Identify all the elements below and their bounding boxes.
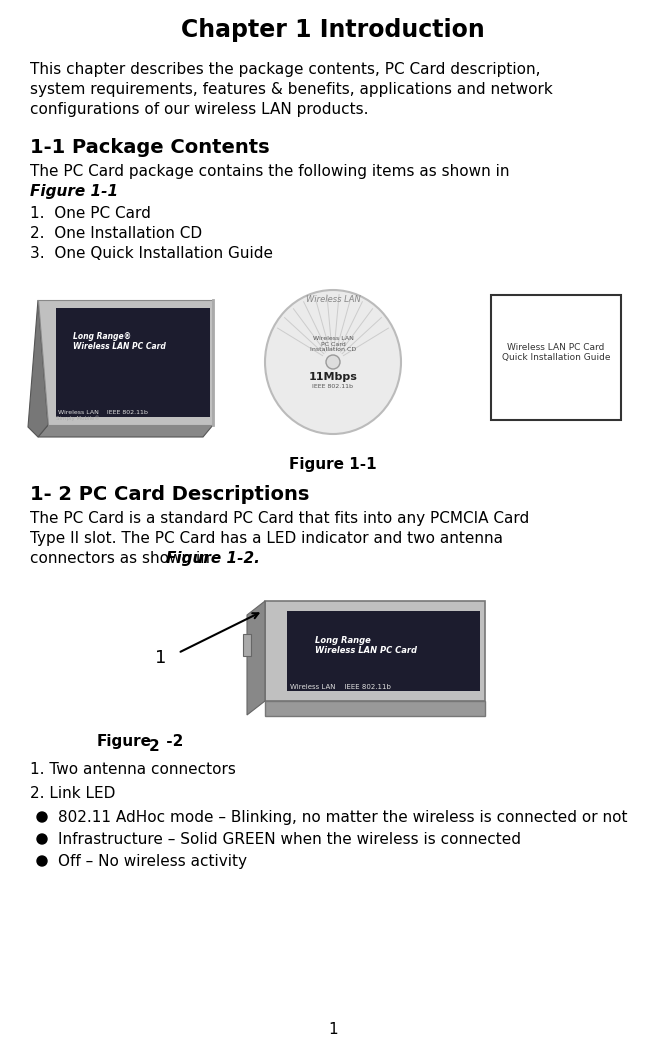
Text: Off – No wireless activity: Off – No wireless activity (58, 854, 247, 869)
Polygon shape (38, 425, 213, 437)
Polygon shape (265, 601, 485, 701)
Text: 2: 2 (149, 739, 160, 754)
Text: 802.11 AdHoc mode – Blinking, no matter the wireless is connected or not: 802.11 AdHoc mode – Blinking, no matter … (58, 810, 627, 825)
Polygon shape (287, 611, 480, 691)
Text: 1. Two antenna connectors: 1. Two antenna connectors (30, 762, 236, 777)
Text: Infrastructure – Solid GREEN when the wireless is connected: Infrastructure – Solid GREEN when the wi… (58, 832, 521, 847)
Ellipse shape (326, 355, 340, 369)
Text: 1: 1 (328, 1022, 338, 1037)
Text: -2: -2 (161, 734, 183, 749)
Polygon shape (265, 701, 485, 716)
Text: 1-1 Package Contents: 1-1 Package Contents (30, 138, 270, 157)
Text: 2. Link LED: 2. Link LED (30, 786, 115, 801)
Text: Figure 1-1: Figure 1-1 (289, 457, 377, 472)
Text: Wireless LAN    IEEE 802.11b: Wireless LAN IEEE 802.11b (290, 684, 391, 690)
Ellipse shape (265, 290, 401, 434)
Bar (491, 295, 621, 420)
Text: Figure: Figure (97, 734, 152, 749)
Text: 11Mbps: 11Mbps (308, 372, 358, 382)
Text: 1.  One PC Card: 1. One PC Card (30, 206, 151, 221)
Text: configurations of our wireless LAN products.: configurations of our wireless LAN produ… (30, 102, 368, 117)
Text: Chapter 1 Introduction: Chapter 1 Introduction (181, 18, 485, 42)
Text: system requirements, features & benefits, applications and network: system requirements, features & benefits… (30, 82, 553, 97)
Text: Long Range
Wireless LAN PC Card: Long Range Wireless LAN PC Card (315, 636, 417, 656)
Polygon shape (247, 601, 265, 715)
Polygon shape (38, 300, 213, 425)
Polygon shape (28, 300, 48, 437)
Bar (243, 634, 251, 656)
Text: The PC Card package contains the following items as shown in: The PC Card package contains the followi… (30, 164, 509, 179)
Text: Wireless LAN
PC Card
Installation CD: Wireless LAN PC Card Installation CD (310, 336, 356, 352)
Text: The PC Card is a standard PC Card that fits into any PCMCIA Card: The PC Card is a standard PC Card that f… (30, 511, 529, 526)
Text: Type II slot. The PC Card has a LED indicator and two antenna: Type II slot. The PC Card has a LED indi… (30, 531, 503, 546)
Text: This chapter describes the package contents, PC Card description,: This chapter describes the package conte… (30, 62, 541, 77)
Text: 2.  One Installation CD: 2. One Installation CD (30, 226, 202, 241)
Text: Wireless LAN PC Card
Quick Installation Guide: Wireless LAN PC Card Quick Installation … (501, 342, 610, 362)
Text: Long Range®
Wireless LAN PC Card: Long Range® Wireless LAN PC Card (73, 332, 166, 352)
Text: Figure 1-2.: Figure 1-2. (166, 551, 260, 566)
Text: 3.  One Quick Installation Guide: 3. One Quick Installation Guide (30, 246, 273, 261)
Circle shape (37, 834, 47, 844)
Polygon shape (56, 308, 210, 417)
Circle shape (37, 856, 47, 867)
Text: 1- 2 PC Card Descriptions: 1- 2 PC Card Descriptions (30, 485, 310, 504)
Text: Figure 1-1: Figure 1-1 (30, 184, 118, 199)
Text: IEEE 802.11b: IEEE 802.11b (312, 384, 354, 389)
Text: 1: 1 (155, 649, 166, 667)
Text: Wireless LAN: Wireless LAN (306, 295, 360, 304)
Text: connectors as shown in: connectors as shown in (30, 551, 214, 566)
Text: Simply Mobile®: Simply Mobile® (56, 416, 100, 421)
Circle shape (37, 812, 47, 822)
Text: Wireless LAN    IEEE 802.11b: Wireless LAN IEEE 802.11b (58, 410, 148, 416)
